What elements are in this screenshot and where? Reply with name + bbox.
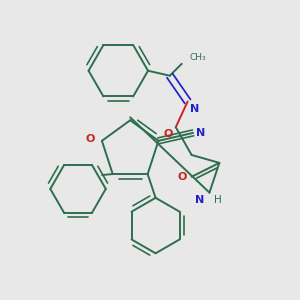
Text: N: N — [195, 195, 205, 205]
Text: N: N — [190, 104, 199, 114]
Text: H: H — [214, 195, 222, 205]
Text: O: O — [163, 129, 172, 139]
Text: CH₃: CH₃ — [190, 53, 206, 62]
Text: O: O — [177, 172, 186, 182]
Text: N: N — [196, 128, 206, 138]
Text: O: O — [85, 134, 95, 144]
